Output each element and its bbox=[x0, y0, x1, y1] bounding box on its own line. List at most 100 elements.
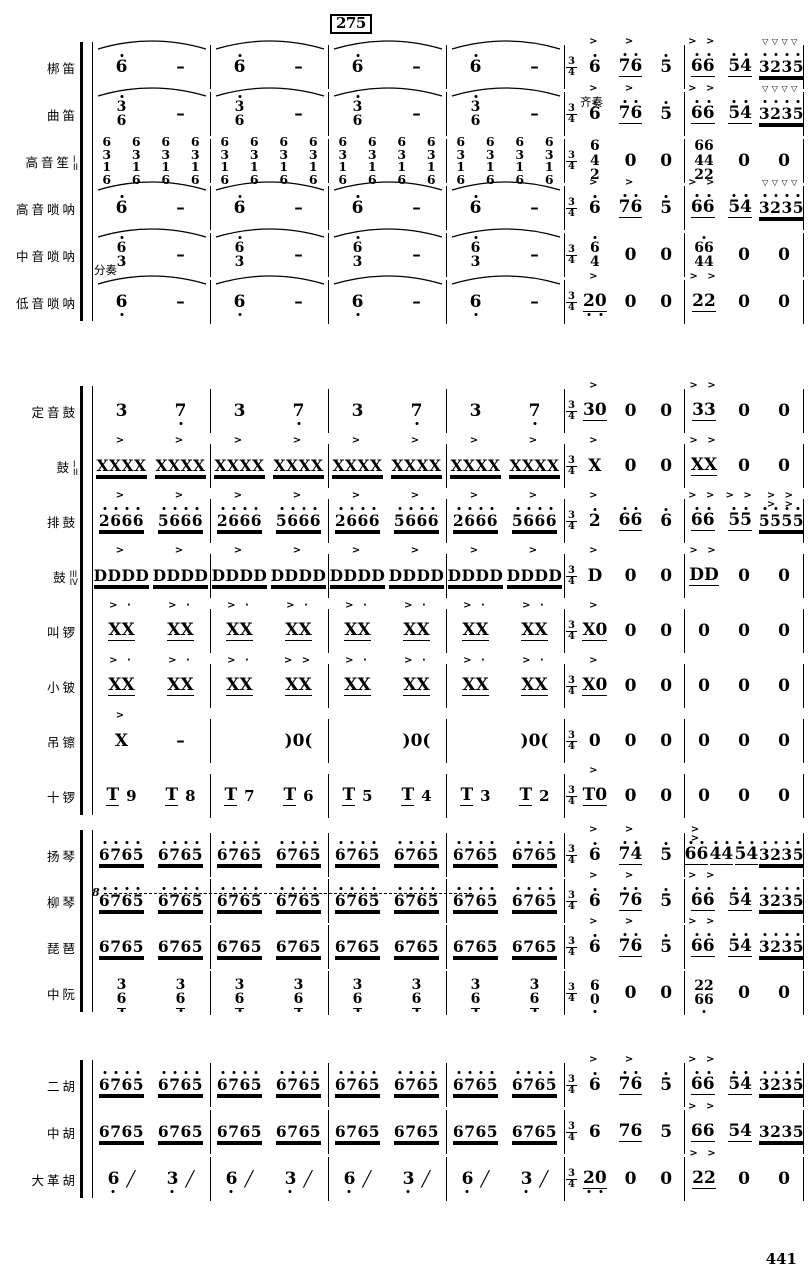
note-glyph: 6765 bbox=[334, 840, 381, 865]
octave-dot bbox=[527, 506, 531, 510]
measure: 6– bbox=[446, 40, 564, 89]
note-glyph: 0 bbox=[660, 982, 673, 1003]
note-cell bbox=[446, 722, 505, 760]
note-cell: 0 bbox=[724, 612, 764, 650]
bar-line bbox=[564, 280, 566, 324]
chord-note: 3 bbox=[161, 146, 171, 162]
measure: 6 3– bbox=[210, 228, 328, 277]
system-plucked-strings: 扬琴 6765 6765 6765 6765 6765 6765 6765 6765 3 4 >6 >7… bbox=[0, 825, 811, 1022]
measure-cells: 6 ╱ 3 ╱ bbox=[210, 1160, 328, 1198]
note-cell: 0 bbox=[648, 142, 684, 180]
note-glyph: 6765 bbox=[334, 1121, 381, 1142]
note-glyph: 0 bbox=[624, 785, 637, 806]
bar-line bbox=[564, 444, 566, 488]
after-glyph: 8 bbox=[185, 787, 196, 805]
note-glyph: 7 bbox=[411, 402, 422, 425]
note-cell: 44 bbox=[709, 836, 734, 874]
note-glyph: 0 bbox=[778, 455, 790, 476]
note-cell: 0 bbox=[684, 612, 724, 650]
bar-line bbox=[328, 1157, 330, 1201]
note-glyph: 0 bbox=[738, 565, 750, 586]
note-cell: – bbox=[269, 189, 328, 227]
octave-dot bbox=[744, 886, 748, 890]
note-cell: 0 bbox=[648, 974, 684, 1012]
note-cell: 6765 bbox=[210, 1066, 269, 1104]
note-glyph: 5 bbox=[660, 1071, 672, 1094]
note-glyph: XX bbox=[521, 619, 548, 641]
bar-line-final bbox=[802, 609, 804, 653]
chord-note: 6 bbox=[131, 134, 141, 149]
articulation-marks: > bbox=[624, 177, 637, 188]
chord-note: 6 bbox=[102, 134, 112, 149]
note-cell: 3235 bbox=[758, 882, 805, 920]
measure: > >33 0 0 bbox=[684, 381, 804, 433]
octave-dot bbox=[479, 1070, 483, 1074]
measure: )0( bbox=[328, 719, 446, 763]
measure-cells: 6765 6765 bbox=[328, 1066, 446, 1104]
note-glyph: 0 bbox=[660, 291, 673, 312]
bar-line bbox=[684, 280, 686, 324]
note-glyph: 0 bbox=[624, 675, 637, 696]
note-cell: > D bbox=[577, 546, 613, 595]
articulation-marks: > > bbox=[688, 177, 718, 188]
note-cell: > · XX bbox=[328, 656, 387, 705]
articulation-marks: > bbox=[115, 545, 128, 556]
measure: > >66 54 ▽▽▽▽ 3235 bbox=[684, 84, 805, 136]
note-glyph: 6765 bbox=[452, 840, 499, 865]
note-glyph: 6765 bbox=[157, 1121, 204, 1142]
articulation-marks: > bbox=[589, 435, 601, 446]
octave-dot bbox=[738, 840, 742, 844]
phrase-slur bbox=[332, 271, 446, 285]
part-label-text: 低音唢呐 bbox=[15, 296, 78, 311]
note-glyph: 0 bbox=[778, 785, 790, 806]
part-row-中音唢呐: 中音唢呐 6 3–6 3–6 3–6 3–3 4 6 4 0 0 66 44 0 0 bbox=[16, 228, 805, 277]
note-cell: 3235 bbox=[758, 836, 804, 874]
octave-dot bbox=[623, 506, 627, 510]
octave-dot bbox=[538, 1070, 542, 1074]
octave-dot bbox=[420, 506, 424, 510]
measure: 6765 6765 bbox=[446, 1110, 564, 1154]
note-glyph: 6765 bbox=[334, 886, 381, 911]
measure: 6765 6765 bbox=[328, 833, 446, 877]
note-cell: >76 bbox=[613, 84, 649, 133]
chord-note: 3 bbox=[175, 976, 186, 993]
part-label: 中音唢呐 bbox=[0, 246, 78, 265]
note-glyph: 0 bbox=[660, 675, 673, 696]
chord-note: 6 bbox=[131, 171, 141, 187]
octave-dot bbox=[785, 99, 789, 103]
octave-dot bbox=[136, 1070, 140, 1074]
part-label: 中胡 bbox=[0, 1123, 78, 1142]
bar-line bbox=[564, 92, 566, 136]
part-row-排鼓: 排鼓 >2666 >5666 >2666 >5666 >2666 >5666 >2666 >56… bbox=[47, 491, 805, 543]
note-cell: 6765 bbox=[151, 882, 210, 920]
chord-note: 6 bbox=[426, 134, 436, 149]
note-cell: >5666 bbox=[151, 491, 210, 540]
measure-cells: 6765 6765 bbox=[328, 836, 446, 874]
note-cell: 0 bbox=[724, 283, 764, 321]
part-row-十锣: 十锣 T 9 T 8 T 7 T 6 T 5 T 4 T 3 T 2 3 4 > T0 0 0 0 0 0 bbox=[47, 766, 805, 818]
octave-dot bbox=[599, 312, 603, 316]
note-glyph: 5666 bbox=[511, 506, 558, 531]
chord-note: 6 bbox=[412, 992, 421, 1012]
part-label: 叫锣 bbox=[0, 622, 78, 641]
bar-line-final bbox=[802, 444, 804, 488]
bar-line bbox=[564, 186, 566, 230]
chord-note: 6 bbox=[485, 171, 495, 187]
note-glyph: 6 bbox=[108, 1170, 119, 1193]
articulation-marks: > bbox=[589, 916, 601, 927]
note-glyph: 6 bbox=[352, 53, 363, 76]
note-glyph: DDDD bbox=[93, 565, 150, 586]
octave-dot bbox=[254, 506, 258, 510]
note-glyph: 0 bbox=[778, 675, 790, 696]
note-glyph: 5 bbox=[660, 194, 672, 217]
bar-line bbox=[446, 1157, 448, 1201]
note-cell: 76 bbox=[613, 1113, 649, 1151]
